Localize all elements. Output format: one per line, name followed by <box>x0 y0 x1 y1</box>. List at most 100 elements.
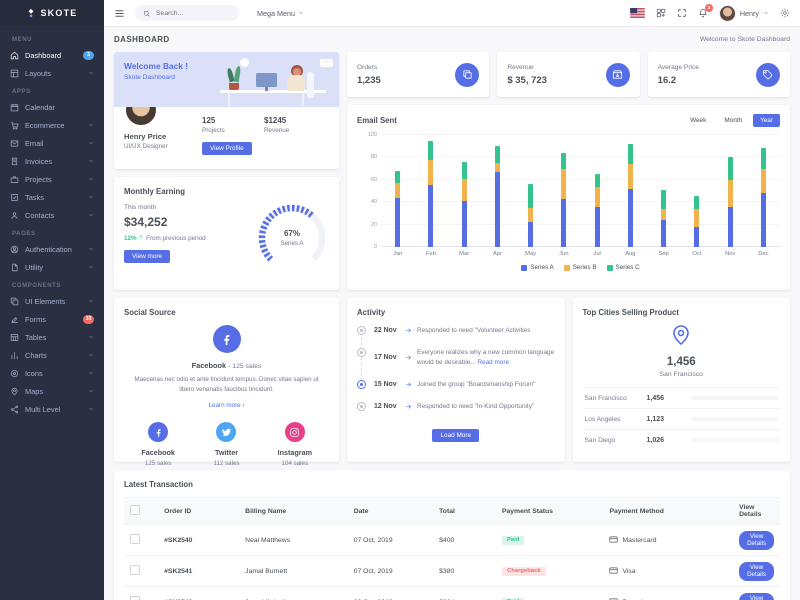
payment-method-name: Mastercard <box>622 536 657 544</box>
view-details-button[interactable]: View Details <box>739 530 774 550</box>
column-header: Order ID <box>158 497 240 525</box>
sidebar-item-tables[interactable]: Tables <box>0 328 104 346</box>
sidebar-item-charts[interactable]: Charts <box>0 346 104 364</box>
bar-segment <box>461 201 467 247</box>
invoices-icon <box>10 157 19 166</box>
city-table: San Francisco 1,456 Los Angeles 1,123 San Di… <box>582 387 780 450</box>
bar-nov <box>727 157 733 247</box>
bar-mar <box>461 161 467 247</box>
legend-swatch <box>606 264 613 271</box>
card-icon <box>609 566 619 577</box>
bar-segment <box>395 183 401 198</box>
select-all-checkbox[interactable] <box>130 505 140 515</box>
sidebar-item-invoices[interactable]: Invoices <box>0 152 104 170</box>
sidebar-item-maps[interactable]: Maps <box>0 382 104 400</box>
forms-icon <box>10 315 19 324</box>
illus-desk-leg2 <box>302 92 304 106</box>
language-flag-icon[interactable] <box>630 8 645 18</box>
bar-aug <box>627 143 633 247</box>
sidebar-item-multi-level[interactable]: Multi Level <box>0 400 104 418</box>
notifications-bell-icon[interactable]: 3 <box>698 4 713 18</box>
illus-desk-leg1 <box>228 92 230 106</box>
bar-segment <box>627 143 633 165</box>
bar-segment <box>594 186 600 207</box>
authentication-icon <box>10 245 19 254</box>
sidebar-item-label: Charts <box>25 350 47 360</box>
x-axis-label: Jun <box>559 251 569 257</box>
user-menu[interactable]: Henry <box>718 4 769 22</box>
view-profile-button[interactable]: View Profile <box>202 142 252 155</box>
search-input[interactable] <box>154 8 228 18</box>
view-more-button[interactable]: View more <box>124 250 171 263</box>
bar-segment <box>494 146 500 164</box>
sidebar-item-utility[interactable]: Utility <box>0 258 104 276</box>
sidebar-item-tasks[interactable]: Tasks <box>0 188 104 206</box>
view-details-button[interactable]: View Details <box>739 561 774 581</box>
learn-more-link[interactable]: Learn more › <box>208 402 244 409</box>
fullscreen-icon[interactable] <box>677 8 687 18</box>
chevron-down-icon <box>88 140 94 146</box>
sidebar-item-label: Layouts <box>25 68 51 78</box>
revenue-amount: $1245 <box>264 116 287 125</box>
sidebar-item-ui-elements[interactable]: UI Elements <box>0 292 104 310</box>
bar-segment <box>428 140 434 160</box>
activity-item: 22 Nov Responded to need "Volunteer Activ… <box>357 326 555 336</box>
sidebar-item-forms[interactable]: Forms 10 <box>0 310 104 328</box>
chevron-down-icon <box>88 122 94 128</box>
social-item-instagram[interactable]: Instagram 104 sales <box>261 422 329 467</box>
row-checkbox[interactable] <box>130 596 140 600</box>
sidebar-item-label: Maps <box>25 386 44 396</box>
app-logo[interactable]: SKOTE <box>0 0 104 26</box>
menu-toggle-icon[interactable] <box>114 8 125 19</box>
column-header: Total <box>433 497 496 525</box>
ui-elements-icon <box>10 297 19 306</box>
load-more-button[interactable]: Load More <box>432 429 480 443</box>
user-avatar <box>718 4 736 22</box>
y-axis-label: 100 <box>368 132 377 138</box>
sidebar-item-ecommerce[interactable]: Ecommerce <box>0 116 104 134</box>
row-checkbox[interactable] <box>130 565 140 575</box>
bar-segment <box>694 195 700 209</box>
stat-value: $ 35, 723 <box>507 74 547 86</box>
sidebar-item-calendar[interactable]: Calendar <box>0 98 104 116</box>
layouts-icon <box>10 69 19 78</box>
sidebar-item-authentication[interactable]: Authentication <box>0 240 104 258</box>
activity-item: 17 Nov Everyone realizes why a new common… <box>357 348 555 367</box>
sidebar-item-projects[interactable]: Projects <box>0 170 104 188</box>
range-button-month[interactable]: Month <box>717 114 749 127</box>
bar-segment <box>661 208 667 221</box>
activity-date: 22 Nov <box>374 327 397 335</box>
stat-value: 16.2 <box>657 74 677 86</box>
x-axis-label: Dec <box>758 251 769 257</box>
social-item-facebook[interactable]: Facebook 125 sales <box>124 422 192 467</box>
copy-icon <box>455 62 480 87</box>
timeline-marker <box>357 348 366 358</box>
sidebar-item-email[interactable]: Email <box>0 134 104 152</box>
email-sent-chart: 0 20 40 60 80 100 Jan Feb Mar Apr May Jun Jul Aug Sep… <box>357 132 780 271</box>
activity-body: 17 Nov Everyone realizes why a new common… <box>374 348 555 367</box>
sidebar-item-icons[interactable]: Icons <box>0 364 104 382</box>
range-button-year[interactable]: Year <box>753 114 780 127</box>
mega-menu-button[interactable]: Mega Menu <box>257 9 304 18</box>
table-row: #SK2540 Neal Matthews 07 Oct, 2019 $400 Paid… <box>124 524 780 556</box>
apps-grid-icon[interactable] <box>656 8 666 18</box>
read-more-link[interactable]: Read more <box>477 358 510 366</box>
bar-segment <box>428 159 434 186</box>
sidebar-item-contacts[interactable]: Contacts <box>0 206 104 224</box>
sidebar-item-dashboard[interactable]: Dashboard 3 <box>0 46 104 64</box>
social-item-twitter[interactable]: Twitter 112 sales <box>192 422 260 467</box>
illus-bubble: ... <box>320 58 333 67</box>
sidebar-item-layouts[interactable]: Layouts <box>0 64 104 82</box>
view-details-button[interactable]: View Details <box>739 592 774 600</box>
settings-gear-icon[interactable] <box>780 8 790 18</box>
bar-segment <box>594 174 600 187</box>
sidebar-item-label: Invoices <box>25 156 53 166</box>
gauge-series-label: Series A <box>280 240 304 247</box>
row-checkbox[interactable] <box>130 534 140 544</box>
activity-head: 22 Nov Responded to need "Volunteer Activ… <box>374 326 530 336</box>
stat-card-revenue: Revenue $ 35, 723 <box>497 52 640 97</box>
stat-card-orders: Orders 1,235 <box>347 52 490 97</box>
chevron-down-icon <box>763 10 769 16</box>
range-button-week[interactable]: Week <box>683 114 713 127</box>
bar-segment <box>561 198 567 247</box>
